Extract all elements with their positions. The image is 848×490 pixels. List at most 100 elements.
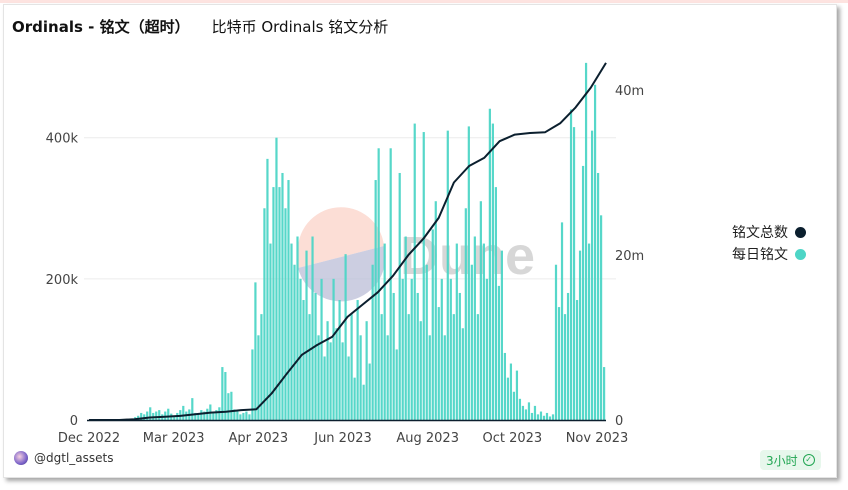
daily-bar bbox=[551, 414, 555, 420]
daily-bar bbox=[329, 342, 332, 420]
daily-bar bbox=[266, 158, 269, 420]
daily-bar bbox=[500, 250, 504, 420]
daily-bar bbox=[380, 314, 383, 420]
daily-bar bbox=[224, 372, 227, 420]
daily-bar bbox=[146, 411, 149, 420]
legend-item-total[interactable]: 铭文总数 bbox=[732, 221, 806, 243]
daily-bar bbox=[461, 328, 464, 420]
daily-bar bbox=[593, 84, 597, 420]
daily-bar bbox=[512, 391, 516, 420]
daily-bar bbox=[374, 180, 377, 420]
top-accent-line bbox=[0, 0, 848, 3]
daily-bar bbox=[332, 278, 335, 420]
daily-bar bbox=[377, 148, 380, 420]
daily-bar bbox=[155, 411, 158, 420]
legend-dot-icon bbox=[795, 248, 806, 260]
refresh-age: 3小时 bbox=[766, 453, 798, 468]
left-axis-tick-label: 0 bbox=[70, 414, 78, 429]
daily-bar bbox=[269, 243, 272, 420]
daily-bar bbox=[515, 370, 519, 420]
daily-bar bbox=[467, 126, 470, 421]
daily-bar bbox=[221, 367, 224, 420]
legend-item-daily[interactable]: 每日铭文 bbox=[732, 243, 806, 265]
x-axis-tick-label: Aug 2023 bbox=[396, 431, 459, 446]
daily-bar bbox=[347, 356, 350, 420]
daily-bar bbox=[590, 130, 594, 420]
daily-bar bbox=[434, 201, 437, 420]
daily-bar bbox=[302, 300, 305, 420]
daily-bar bbox=[260, 314, 263, 420]
daily-bar bbox=[401, 278, 404, 420]
daily-bar bbox=[350, 314, 353, 420]
author-name: @dgtl_assets bbox=[34, 451, 114, 465]
x-axis-tick-label: Nov 2023 bbox=[566, 431, 629, 446]
daily-bar bbox=[203, 411, 206, 420]
author-link[interactable]: @dgtl_assets bbox=[14, 451, 113, 465]
daily-bar bbox=[428, 335, 431, 420]
daily-bar bbox=[365, 321, 368, 420]
daily-bar bbox=[557, 307, 561, 420]
daily-bar bbox=[485, 278, 488, 420]
x-axis-tick-label: Mar 2023 bbox=[143, 431, 205, 446]
right-axis-tick-label: 0 bbox=[615, 414, 623, 429]
legend-label: 每日铭文 bbox=[732, 247, 788, 263]
daily-bar bbox=[206, 408, 209, 420]
daily-bar bbox=[272, 187, 275, 420]
daily-bar bbox=[389, 148, 392, 420]
daily-bar bbox=[443, 335, 446, 420]
daily-bar bbox=[422, 132, 425, 421]
daily-bar bbox=[281, 172, 284, 420]
legend: 铭文总数 每日铭文 bbox=[732, 221, 806, 265]
daily-bar bbox=[368, 363, 371, 420]
x-axis-tick-label: Dec 2022 bbox=[58, 431, 120, 446]
daily-bar bbox=[254, 282, 257, 420]
daily-bar bbox=[554, 264, 558, 420]
daily-bar bbox=[287, 180, 290, 420]
daily-bar bbox=[518, 398, 522, 420]
chart-subtitle: 比特币 Ordinals 铭文分析 bbox=[211, 18, 389, 36]
daily-bar bbox=[248, 414, 251, 420]
watermark-logo-top bbox=[297, 207, 384, 268]
watermark-logo-bottom bbox=[298, 246, 386, 302]
daily-bar bbox=[449, 278, 452, 420]
daily-bar bbox=[299, 278, 302, 420]
daily-bar bbox=[431, 229, 434, 420]
daily-bar bbox=[362, 384, 365, 420]
daily-bar bbox=[521, 405, 525, 420]
daily-bar bbox=[533, 405, 537, 420]
daily-bar bbox=[194, 412, 197, 420]
daily-bar bbox=[392, 292, 395, 420]
daily-bar bbox=[596, 172, 600, 420]
daily-bar bbox=[197, 414, 200, 420]
daily-bar bbox=[464, 208, 467, 420]
x-axis-tick-label: Jun 2023 bbox=[313, 431, 372, 446]
dune-watermark: Dune bbox=[297, 207, 535, 302]
daily-bar bbox=[338, 300, 341, 420]
daily-bar bbox=[284, 208, 287, 420]
cumulative-line bbox=[89, 62, 607, 421]
daily-bar bbox=[584, 62, 588, 420]
daily-bar bbox=[239, 414, 242, 420]
avatar bbox=[14, 451, 28, 465]
daily-bar bbox=[326, 321, 329, 420]
daily-bar bbox=[587, 243, 591, 420]
daily-bar bbox=[353, 377, 356, 420]
x-axis-tick-label: Oct 2023 bbox=[482, 431, 542, 446]
refresh-badge[interactable]: 3小时 ✓ bbox=[760, 450, 821, 470]
daily-bar bbox=[149, 407, 152, 420]
daily-bar bbox=[602, 367, 606, 420]
daily-bar bbox=[581, 165, 585, 420]
daily-bar bbox=[545, 412, 549, 420]
daily-bar bbox=[335, 328, 338, 420]
daily-bar bbox=[344, 254, 347, 420]
daily-bar bbox=[419, 321, 422, 420]
daily-bar bbox=[548, 416, 552, 420]
daily-bar bbox=[242, 412, 245, 420]
daily-bar bbox=[452, 314, 455, 420]
left-axis-tick-label: 200k bbox=[46, 273, 79, 288]
daily-bar bbox=[497, 285, 500, 420]
daily-bar bbox=[470, 264, 473, 420]
check-circle-icon: ✓ bbox=[802, 454, 815, 466]
daily-bar bbox=[572, 127, 576, 420]
